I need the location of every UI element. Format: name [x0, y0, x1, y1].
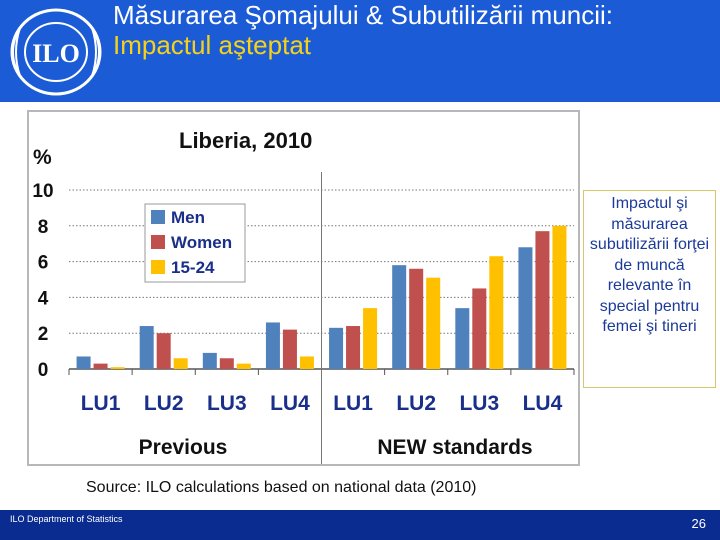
bar-15-24-6 [426, 277, 441, 369]
bar-men-1 [76, 356, 91, 369]
bar-women-2 [156, 333, 171, 369]
bar-men-5 [329, 327, 344, 369]
legend-label: 15-24 [171, 258, 215, 277]
ilo-logo-icon: ILO [10, 8, 102, 96]
legend-label: Women [171, 233, 232, 252]
group-label-previous: Previous [139, 436, 228, 459]
page-number: 26 [691, 516, 706, 531]
bar-15-24-7 [489, 256, 504, 369]
bar-women-3 [219, 358, 234, 369]
y-axis-label: % [33, 146, 52, 169]
bar-women-6 [409, 268, 424, 369]
x-tick-label: LU3 [207, 392, 247, 415]
x-tick-label: LU4 [523, 392, 563, 415]
bar-women-4 [282, 329, 297, 369]
legend-swatch-men [151, 210, 165, 224]
x-tick-label: LU1 [81, 392, 121, 415]
bar-women-5 [346, 326, 361, 369]
y-tick-label: 4 [38, 288, 49, 309]
x-tick-label: LU2 [144, 392, 184, 415]
group-label-new: NEW standards [377, 436, 532, 459]
legend-label: Men [171, 208, 205, 227]
x-tick-label: LU3 [459, 392, 499, 415]
y-tick-label: 8 [38, 217, 49, 238]
chart-title: Liberia, 2010 [179, 128, 312, 153]
bar-15-24-3 [236, 363, 251, 369]
bar-chart: Liberia, 2010% 0 2 4 6 8 10 LU1 LU2 LU3 LU4 LU1 LU2 L… [32, 128, 575, 487]
slide-header: ILO Măsurarea Şomajului & Subutilizării … [0, 0, 720, 102]
y-tick-label: 2 [38, 324, 49, 345]
bar-15-24-8 [552, 225, 567, 369]
bar-women-7 [472, 288, 487, 369]
bar-men-7 [455, 308, 470, 369]
bar-15-24-4 [299, 356, 314, 369]
x-tick-label: LU2 [396, 392, 436, 415]
bar-15-24-2 [173, 358, 188, 369]
title-main: Măsurarea Şomajului & Subutilizării munc… [113, 0, 613, 30]
source-note: Source: ILO calculations based on nation… [86, 479, 477, 496]
y-tick-label: 10 [32, 181, 53, 202]
x-tick-label: LU4 [270, 392, 310, 415]
legend-swatch-women [151, 235, 165, 249]
x-tick-label: LU1 [333, 392, 373, 415]
bar-women-1 [93, 363, 108, 369]
bar-men-3 [202, 352, 217, 369]
bar-men-6 [392, 265, 407, 369]
bar-men-8 [518, 247, 533, 369]
footer-department: ILO Department of Statistics [10, 514, 123, 524]
svg-text:ILO: ILO [32, 39, 80, 68]
bar-men-4 [265, 322, 280, 369]
impact-note: Impactul şi măsurarea subutilizării forţ… [583, 190, 716, 388]
bar-women-8 [535, 231, 550, 369]
bar-15-24-5 [363, 308, 378, 369]
chart-frame: Liberia, 2010% 0 2 4 6 8 10 LU1 LU2 LU3 LU4 LU1 LU2 L… [27, 110, 580, 487]
slide-title: Măsurarea Şomajului & Subutilizării munc… [113, 0, 673, 60]
y-tick-label: 6 [38, 253, 49, 274]
slide-footer: ILO Department of Statistics 26 [0, 510, 720, 540]
y-tick-label: 0 [38, 360, 49, 381]
bar-15-24-1 [110, 367, 125, 369]
legend-swatch-15-24 [151, 260, 165, 274]
title-subtitle: Impactul aşteptat [113, 30, 311, 60]
bar-men-2 [139, 326, 154, 369]
